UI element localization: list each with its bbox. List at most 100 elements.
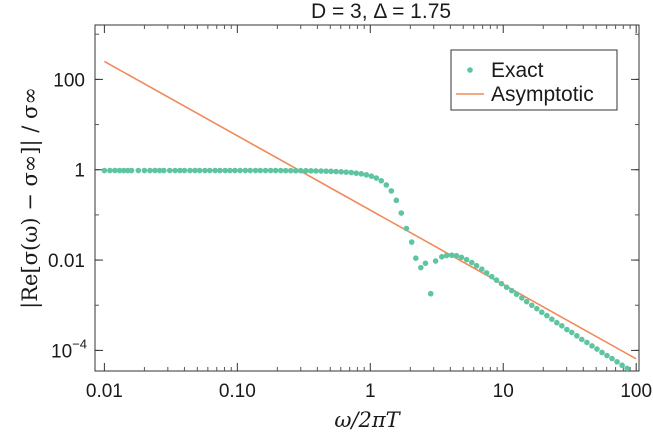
exact-point — [418, 264, 424, 271]
exact-point — [574, 333, 580, 339]
exact-point — [529, 302, 535, 309]
legend-asymptotic-label: Asymptotic — [491, 83, 594, 106]
exact-point — [121, 167, 127, 174]
exact-point — [161, 167, 167, 174]
exact-point — [196, 167, 203, 174]
exact-point — [503, 284, 510, 291]
exact-point — [128, 167, 135, 174]
exact-point — [388, 188, 395, 194]
exact-point — [473, 262, 480, 269]
tick-labels: 0.01 0.10 1 10 100 10−4 0.01 1 100 — [48, 70, 652, 402]
exact-point — [453, 252, 460, 259]
y-tick-label: 10−4 — [51, 336, 87, 362]
x-tick-label: 1 — [365, 381, 376, 402]
exact-point — [589, 343, 595, 349]
exact-point — [393, 197, 400, 204]
exact-point — [609, 355, 615, 362]
exact-point — [348, 169, 355, 176]
legend-exact-label: Exact — [491, 59, 544, 82]
exact-point — [202, 167, 208, 174]
exact-point — [222, 167, 228, 174]
exact-point — [448, 252, 455, 259]
exact-point — [267, 167, 274, 174]
exact-point — [237, 167, 243, 174]
exact-point — [368, 173, 375, 179]
exact-point — [166, 167, 173, 174]
exact-point — [262, 167, 269, 174]
exact-point — [624, 365, 630, 372]
legend: Exact Asymptotic — [450, 49, 618, 111]
exact-point — [538, 309, 545, 316]
exact-point — [579, 336, 585, 343]
exact-point — [468, 259, 475, 266]
exact-point — [252, 167, 259, 174]
exact-point — [398, 210, 405, 216]
exact-point — [534, 305, 540, 312]
exact-point — [206, 167, 213, 174]
x-tick-label: 0.10 — [219, 381, 256, 402]
plot-frame — [94, 24, 640, 372]
y-tick-label: 0.01 — [48, 251, 85, 272]
y-tick-label: 1 — [74, 161, 85, 182]
exact-point — [101, 167, 108, 174]
exact-point — [443, 252, 450, 259]
exact-point — [427, 290, 434, 297]
exact-point — [373, 175, 380, 181]
exact-point — [141, 167, 148, 174]
exact-point — [422, 260, 429, 267]
exact-point — [177, 167, 183, 174]
x-axis-label: ω/2πT — [334, 408, 401, 432]
exact-point — [135, 167, 142, 174]
exact-point — [509, 287, 515, 294]
exact-point — [318, 168, 324, 174]
exact-point — [383, 182, 390, 188]
exact-point — [172, 167, 178, 174]
exact-point — [403, 225, 410, 232]
exact-point — [328, 168, 334, 175]
exact-point — [308, 168, 314, 174]
exact-point — [277, 167, 284, 174]
exact-point — [192, 167, 198, 174]
exact-point — [594, 346, 600, 352]
exact-point — [438, 254, 445, 260]
asymptotic-line — [103, 60, 637, 360]
exact-point — [333, 168, 339, 175]
exact-point — [569, 329, 575, 336]
exact-point — [156, 167, 163, 174]
exact-point — [242, 167, 249, 174]
exact-point — [619, 362, 625, 369]
y-tick-label: 100 — [53, 70, 85, 91]
exact-point — [187, 167, 193, 174]
exact-point — [544, 312, 550, 319]
exact-point — [338, 169, 344, 175]
exact-point — [287, 167, 294, 174]
exact-point — [549, 316, 555, 323]
exact-point — [599, 349, 605, 356]
chart-title: D = 3, Δ = 1.75 — [311, 0, 451, 23]
exact-point — [463, 256, 470, 263]
y-axis-label: |Re[σ(ω) − σ∞]| / σ∞ — [18, 87, 43, 309]
exact-point — [152, 167, 158, 174]
exact-point — [604, 352, 610, 359]
axis-ticks — [95, 25, 639, 371]
exact-point — [232, 167, 238, 174]
exact-point — [212, 167, 218, 174]
exact-point — [292, 167, 299, 174]
exact-point — [282, 167, 289, 174]
exact-point — [493, 277, 500, 283]
exact-point — [358, 171, 365, 177]
exact-point — [498, 280, 505, 287]
exact-point — [147, 167, 153, 174]
legend-box — [450, 49, 618, 111]
exact-point — [247, 167, 254, 174]
legend-exact-marker — [467, 67, 473, 73]
exact-point — [343, 169, 350, 175]
exact-point — [523, 298, 530, 305]
exact-point — [107, 167, 113, 174]
exact-point — [181, 167, 188, 174]
x-tick-label: 10 — [493, 381, 514, 402]
exact-point — [413, 255, 419, 261]
exact-point — [227, 167, 233, 174]
exact-point — [257, 167, 264, 174]
